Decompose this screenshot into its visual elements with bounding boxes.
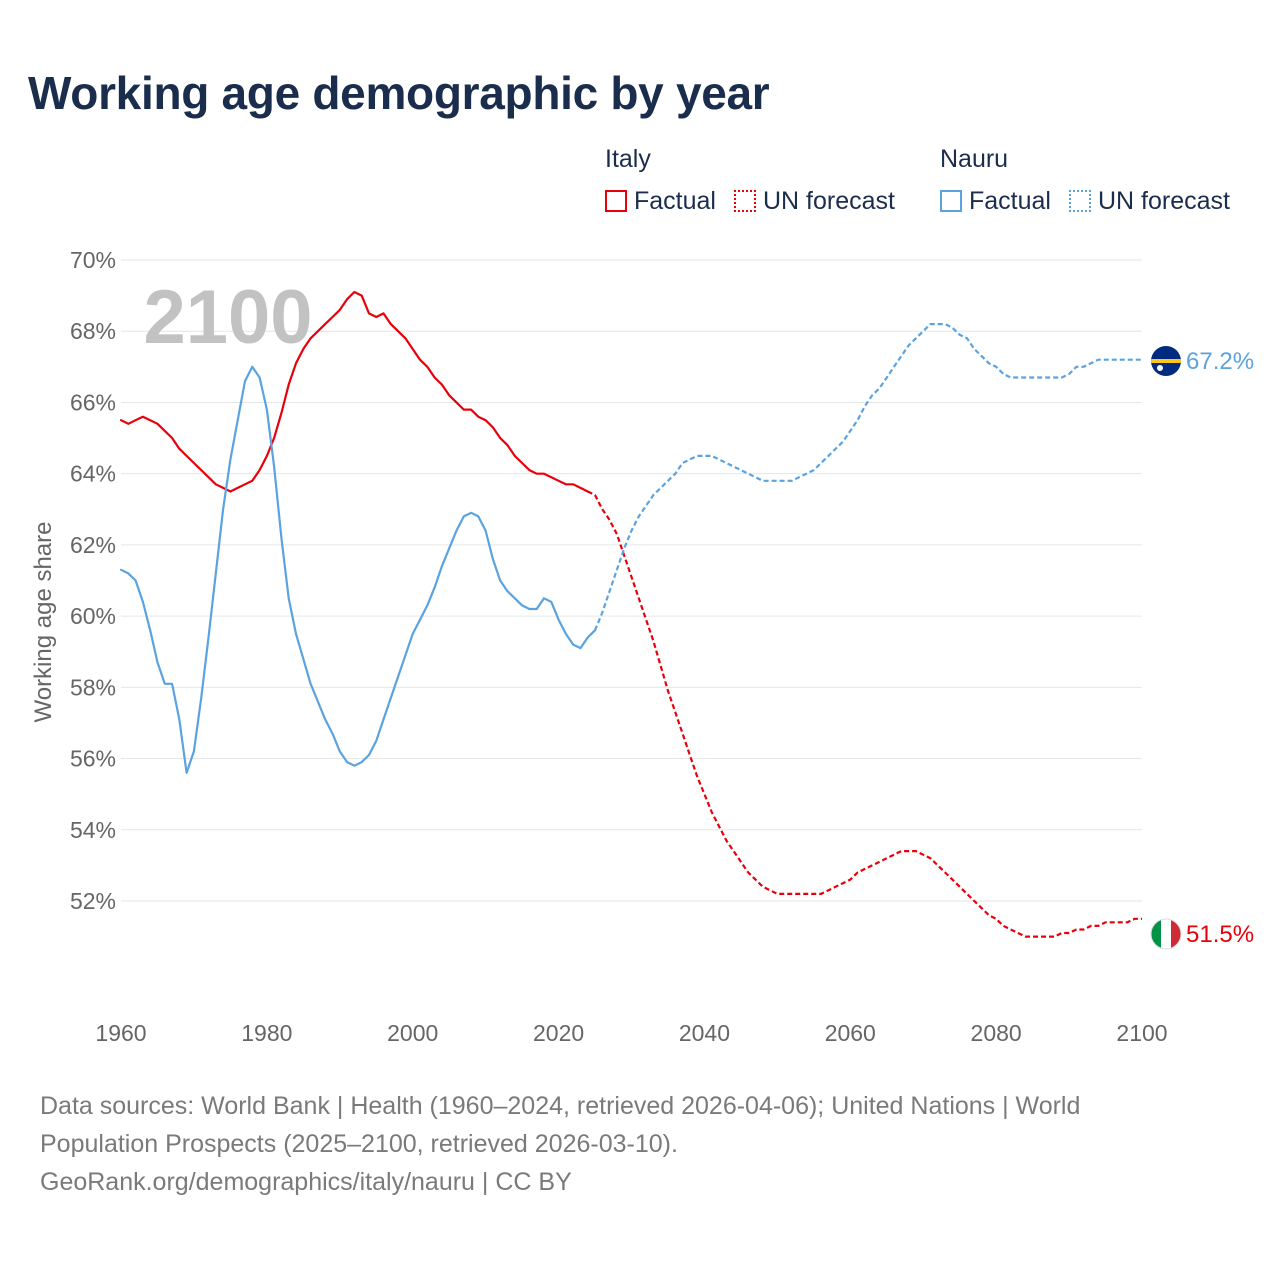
legend-nauru-forecast[interactable]: UN forecast (1068, 186, 1230, 216)
y-tick-label: 60% (70, 603, 116, 629)
y-tick-label: 54% (70, 817, 116, 843)
x-tick-label: 2000 (387, 1020, 438, 1046)
y-tick-label: 64% (70, 461, 116, 487)
legend-nauru-forecast-label: UN forecast (1097, 186, 1230, 215)
x-tick-label: 2020 (533, 1020, 584, 1046)
footer-line-1: Data sources: World Bank | Health (1960–… (40, 1092, 1081, 1120)
italy-end-label: 51.5% (1186, 921, 1254, 948)
legend-italy-name: Italy (605, 145, 651, 173)
legend-group-italy: Italy Factual UN forecast (605, 144, 913, 216)
footer-sources: Data sources: World Bank | Health (1960–… (40, 1087, 1240, 1201)
x-tick-label: 2060 (825, 1020, 876, 1046)
legend-nauru-factual[interactable]: Factual (940, 187, 1051, 216)
legend-italy-factual[interactable]: Factual (605, 187, 716, 216)
legend-italy-forecast-swatch (733, 190, 756, 212)
legend-group-nauru: Nauru Factual UN forecast (940, 144, 1248, 216)
x-axis-ticks: 1960 1980 2000 2020 2040 2060 2080 2100 (95, 1020, 1167, 1046)
nauru-factual-line (119, 365, 597, 774)
italy-factual-line (119, 290, 589, 493)
italy-flag-outline (1150, 918, 1182, 950)
italy-flag-icon (1151, 919, 1181, 949)
grid-lines (121, 259, 1142, 902)
italy-forecast-line (587, 490, 1142, 938)
y-tick-label: 68% (70, 318, 116, 344)
y-tick-label: 52% (70, 888, 116, 914)
legend-italy-forecast[interactable]: UN forecast (733, 186, 895, 216)
chart-title: Working age demographic by year (28, 67, 770, 119)
y-tick-label: 58% (70, 674, 116, 700)
y-tick-label: 66% (70, 389, 116, 415)
y-tick-label: 56% (70, 746, 116, 772)
y-tick-label: 62% (70, 532, 116, 558)
x-tick-label: 1980 (241, 1020, 292, 1046)
legend-nauru-factual-swatch (940, 190, 962, 212)
y-axis-label: Working age share (30, 522, 57, 723)
y-tick-label: 70% (70, 247, 116, 273)
nauru-end-label: 67.2% (1186, 348, 1254, 375)
year-watermark: 2100 (143, 275, 312, 360)
legend-nauru-factual-label: Factual (969, 186, 1051, 215)
legend-nauru-name: Nauru (940, 145, 1009, 173)
legend-italy-factual-swatch (605, 190, 627, 212)
footer-line-3[interactable]: GeoRank.org/demographics/italy/nauru | C… (40, 1168, 572, 1196)
footer-line-2: Population Prospects (2025–2100, retriev… (40, 1130, 678, 1158)
series-lines (119, 290, 1142, 938)
y-axis-ticks: 52% 54% 56% 58% 60% 62% 64% 66% 68% 70% (70, 247, 116, 914)
nauru-forecast-line (593, 323, 1142, 631)
x-tick-label: 2080 (971, 1020, 1022, 1046)
x-tick-label: 2040 (679, 1020, 730, 1046)
x-tick-label: 2100 (1116, 1020, 1167, 1046)
x-tick-label: 1960 (95, 1020, 146, 1046)
nauru-flag-icon (1151, 346, 1181, 376)
legend-nauru-forecast-swatch (1068, 190, 1091, 212)
legend-italy-forecast-label: UN forecast (762, 186, 895, 215)
line-chart: 2100 52% 54% 56% 58% 60% 62% 64% 66% 68% 70% 1960… (30, 247, 1254, 1046)
legend-italy-factual-label: Factual (634, 186, 716, 215)
